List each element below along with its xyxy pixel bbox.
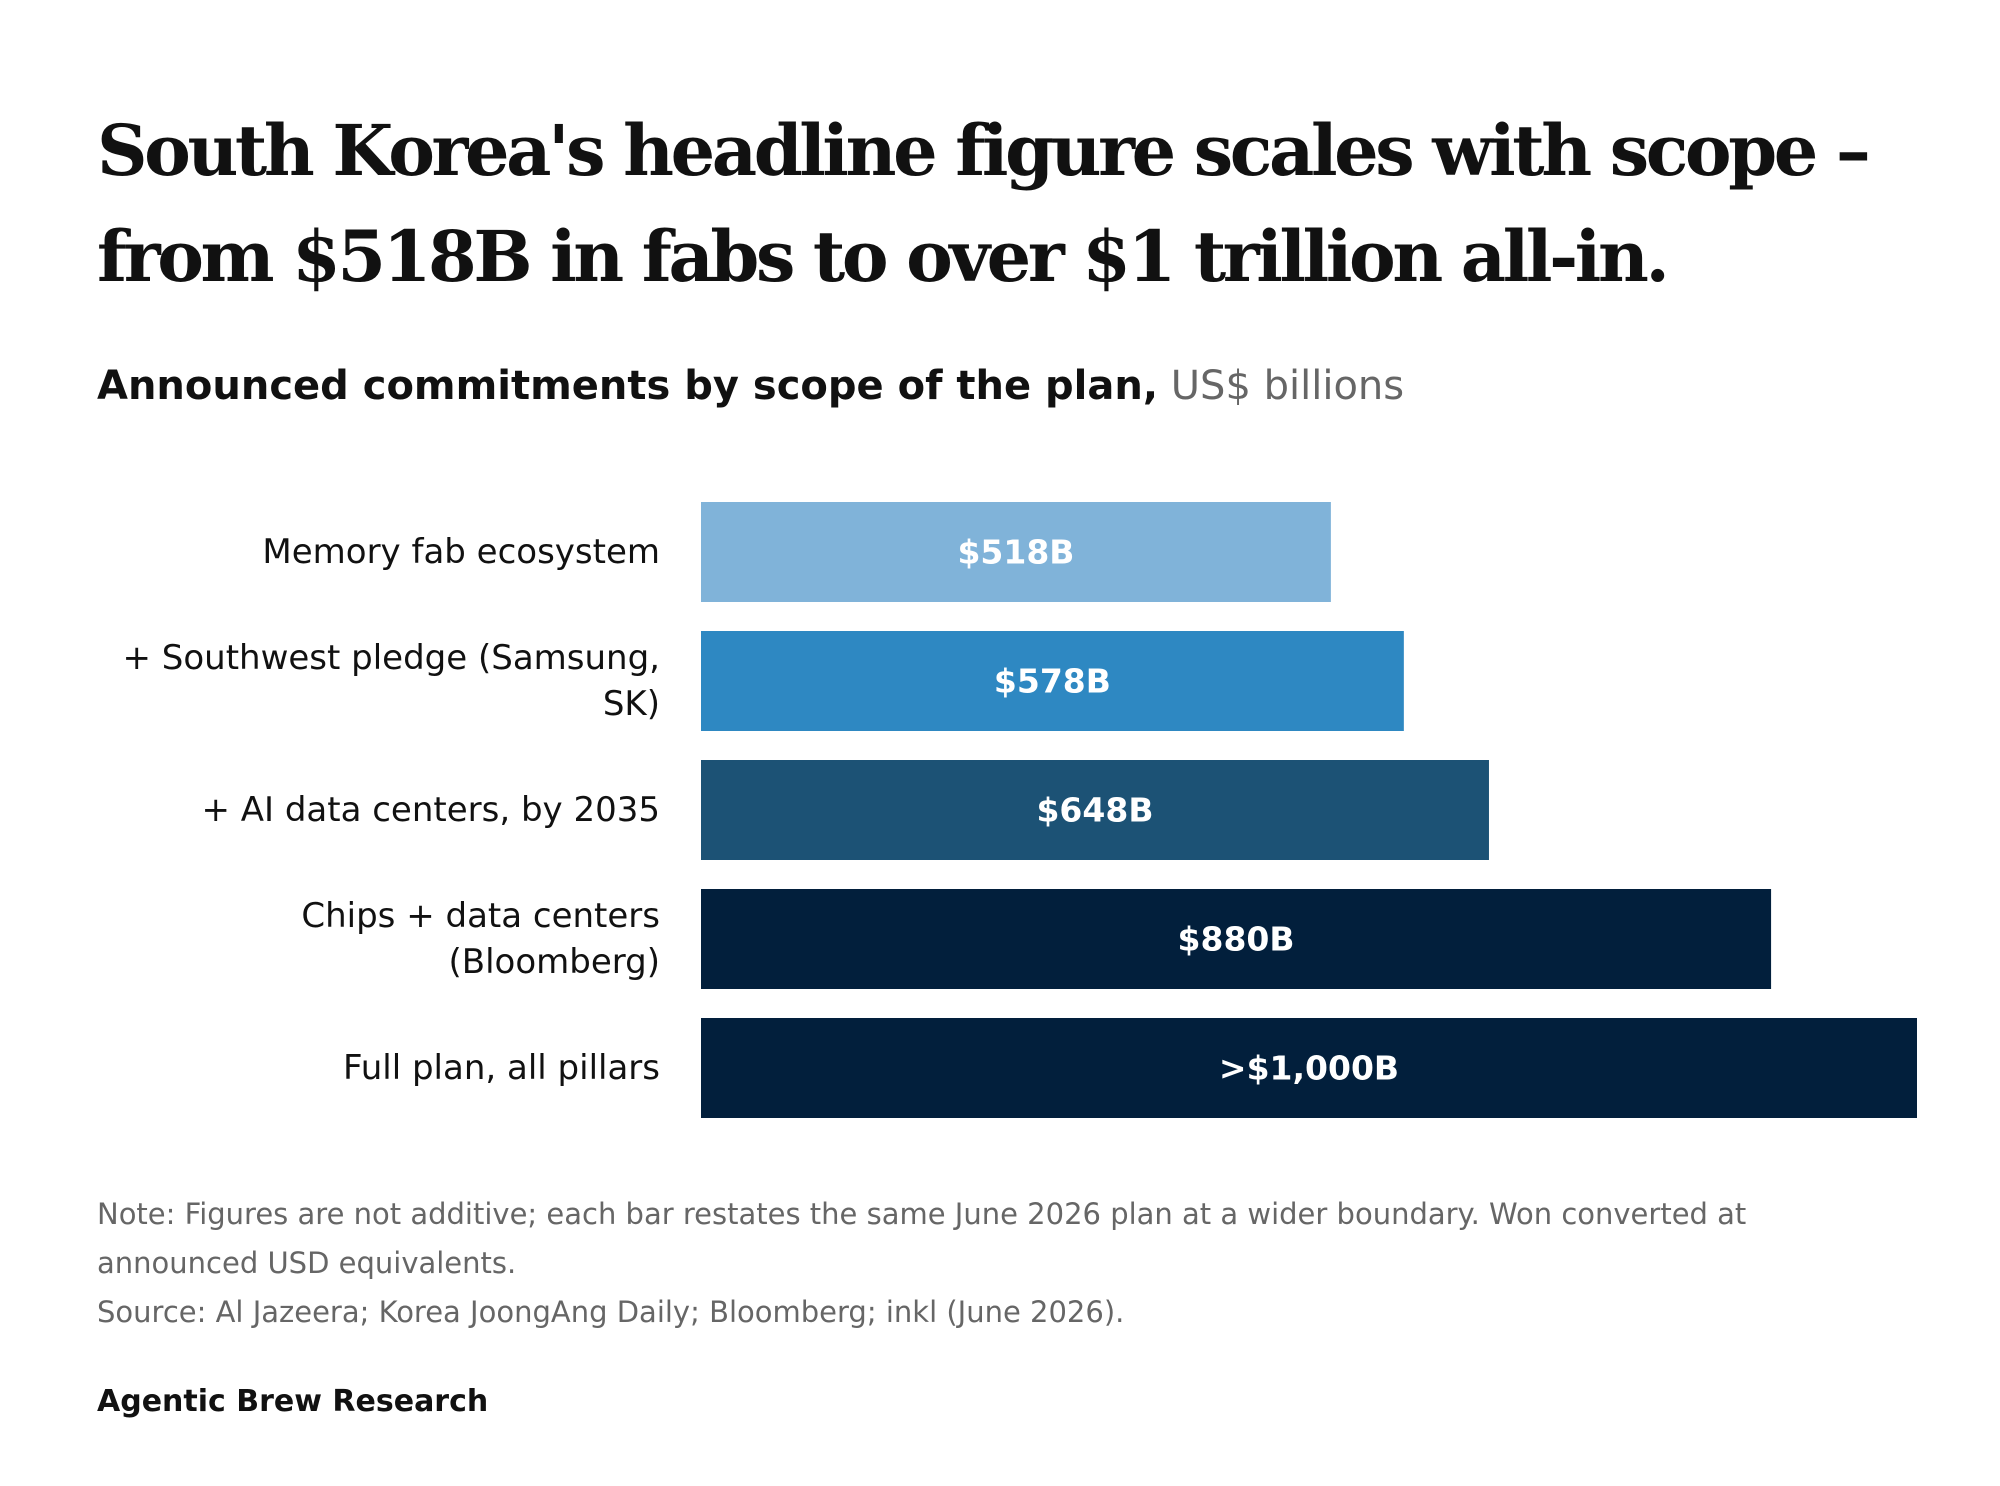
category-label-4: Chips + data centers (Bloomberg) (301, 896, 660, 982)
bar-2 (701, 631, 1404, 731)
category-label-3: + AI data centers, by 2035 (201, 790, 660, 830)
category-label-1: Memory fab ecosystem (262, 532, 660, 572)
bar-value-label-1: $518B (957, 533, 1074, 572)
chart-subtitle: Announced commitments by scope of the pl… (97, 360, 1404, 412)
bar-value-label-5: >$1,000B (1219, 1049, 1399, 1088)
footnote-source: Source: Al Jazeera; Korea JoongAng Daily… (97, 1295, 1125, 1329)
footnote-note: Note: Figures are not additive; each bar… (97, 1197, 1747, 1280)
subtitle-main: Announced commitments by scope of the pl… (97, 363, 1159, 409)
chart-footnote: Note: Figures are not additive; each bar… (97, 1190, 1887, 1337)
bar-value-label-2: $578B (994, 662, 1111, 701)
bar-3 (701, 760, 1489, 860)
category-label-2: + Southwest pledge (Samsung, SK) (122, 638, 660, 724)
bar-value-label-4: $880B (1178, 920, 1295, 959)
byline: Agentic Brew Research (97, 1384, 489, 1419)
chart-page: South Korea's headline figure scales wit… (97, 0, 1917, 1486)
bar-chart: $518B Memory fab ecosystem $578B + Southwes… (122, 502, 1917, 1118)
bar-5 (701, 1018, 1917, 1118)
bar-4 (701, 889, 1772, 989)
subtitle-unit: US$ billions (1170, 363, 1405, 409)
category-label-5: Full plan, all pillars (343, 1048, 660, 1088)
bar-1 (701, 502, 1331, 602)
chart-headline: South Korea's headline figure scales wit… (97, 109, 1871, 298)
bar-value-label-3: $648B (1036, 791, 1153, 830)
